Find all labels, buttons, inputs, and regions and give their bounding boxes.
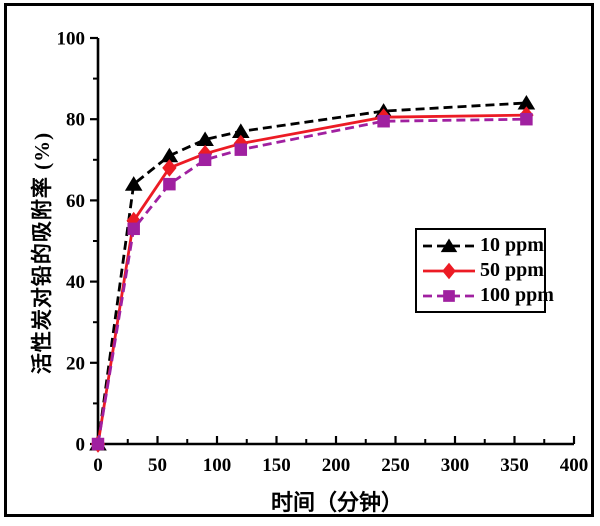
x-axis-title: 时间（分钟） [270, 490, 404, 515]
legend-item: 50 ppm [422, 259, 544, 283]
svg-text:100: 100 [203, 455, 232, 476]
legend: 10 ppm 50 ppm 100 ppm [415, 228, 554, 313]
svg-text:20: 20 [66, 353, 85, 374]
diamond-marker-icon [423, 262, 475, 279]
legend-label: 10 ppm [480, 234, 544, 256]
svg-text:40: 40 [66, 272, 85, 293]
svg-text:0: 0 [93, 455, 103, 476]
legend-label: 100 ppm [480, 284, 554, 306]
svg-text:150: 150 [262, 455, 291, 476]
svg-text:100: 100 [57, 29, 86, 50]
svg-text:80: 80 [66, 110, 85, 131]
svg-text:200: 200 [322, 455, 351, 476]
svg-text:350: 350 [500, 455, 529, 476]
triangle-marker-icon [423, 238, 475, 252]
square-marker-icon [423, 289, 475, 302]
svg-text:50: 50 [148, 455, 167, 476]
svg-text:250: 250 [381, 455, 410, 476]
svg-text:0: 0 [76, 435, 86, 456]
legend-item: 100 ppm [422, 284, 554, 308]
y-axis-title: 活性炭对铅的吸附率 (%) [30, 131, 54, 375]
legend-item: 10 ppm [422, 234, 544, 258]
svg-text:400: 400 [560, 455, 589, 476]
legend-label: 50 ppm [480, 259, 544, 281]
svg-text:60: 60 [66, 191, 85, 212]
svg-text:300: 300 [441, 455, 470, 476]
